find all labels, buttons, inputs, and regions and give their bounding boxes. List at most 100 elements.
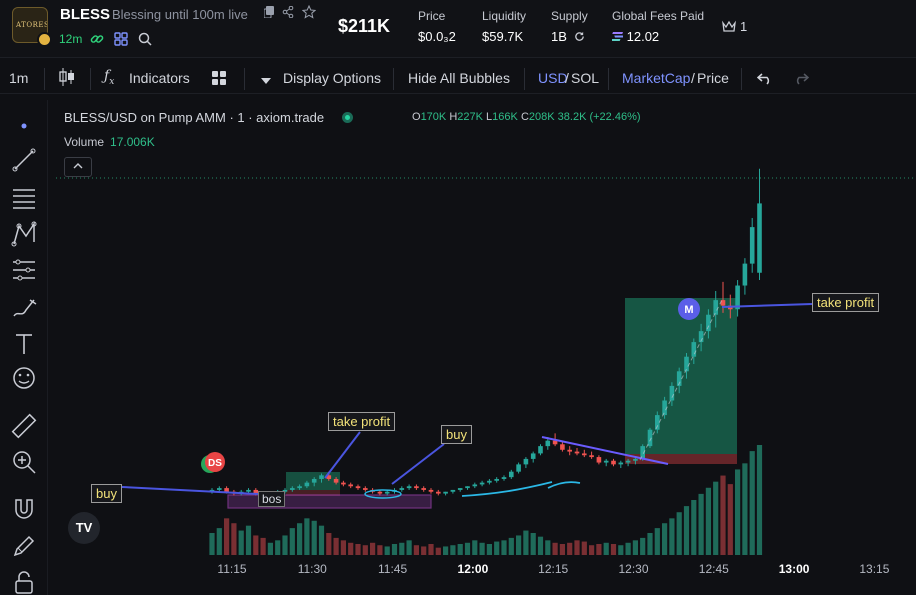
magnet-icon[interactable] <box>10 496 38 524</box>
candle-body <box>443 491 448 494</box>
close-label: C <box>520 111 529 123</box>
interval-button[interactable]: 1m <box>9 70 29 86</box>
candle-body <box>472 484 478 487</box>
price-toggle[interactable]: Price <box>697 70 729 86</box>
volume-bar <box>749 451 755 555</box>
volume-bar <box>691 500 697 555</box>
volume-bar <box>435 547 441 555</box>
candle-body <box>633 458 638 461</box>
copy-icon[interactable] <box>263 6 274 21</box>
volume-label: Volume <box>64 135 105 149</box>
volume-bar <box>523 530 529 555</box>
zoom-in-icon[interactable] <box>10 448 38 476</box>
token-logo[interactable]: ATORES <box>12 7 48 43</box>
dropdown-caret-icon[interactable] <box>260 72 272 88</box>
emoji-icon[interactable] <box>10 364 38 392</box>
token-name: Blessing until 100m live <box>112 7 248 22</box>
lock-icon[interactable] <box>10 568 38 595</box>
candle-body <box>516 464 521 472</box>
candle-body <box>582 453 587 456</box>
take-profit-label-2[interactable]: take profit <box>812 293 880 312</box>
volume-bar <box>676 512 682 555</box>
x-axis-tick-label: 13:15 <box>859 562 889 576</box>
volume-bar <box>443 546 449 555</box>
refresh-icon[interactable] <box>574 31 585 42</box>
star-icon[interactable] <box>301 4 317 22</box>
ds-marker-icon[interactable] <box>205 452 225 472</box>
candle-body <box>421 488 426 490</box>
ruler-icon[interactable] <box>10 412 38 440</box>
drawn-arrow-head <box>547 481 581 489</box>
candle-body <box>399 488 405 490</box>
x-axis-tick-label: 11:30 <box>298 562 327 576</box>
ds-marker-shadow <box>201 455 219 473</box>
display-options-button[interactable]: Display Options <box>283 70 382 86</box>
marker-m-icon[interactable] <box>678 298 700 320</box>
candles-icon[interactable] <box>58 67 76 90</box>
open-value: 170K <box>420 111 447 123</box>
grid-apps-icon[interactable] <box>114 32 128 49</box>
layout-grid-icon[interactable] <box>211 70 227 89</box>
candle-body <box>304 482 310 487</box>
hide-bubbles-button[interactable]: Hide All Bubbles <box>408 70 510 86</box>
indicators-button[interactable]: Indicators <box>129 70 190 86</box>
trend-line-icon[interactable] <box>10 146 38 174</box>
candle-body <box>669 385 675 401</box>
toolbar-divider <box>524 68 525 90</box>
take-profit-label-1[interactable]: take profit <box>328 412 396 431</box>
usd-toggle[interactable]: USD <box>538 70 568 86</box>
volume-bar <box>662 523 668 555</box>
volume-bar <box>735 469 741 555</box>
crown-icon[interactable] <box>722 20 736 35</box>
cursor-dot-icon[interactable] <box>10 112 38 140</box>
collapse-legend-button[interactable] <box>64 157 92 177</box>
candle-body <box>574 451 580 454</box>
x-axis-tick-label: 12:30 <box>618 562 648 576</box>
volume-bar <box>260 537 266 555</box>
redo-icon[interactable] <box>793 71 810 88</box>
circle-marker <box>364 489 402 499</box>
pencil-lock-icon[interactable] <box>10 532 38 560</box>
volume-bar <box>610 544 617 555</box>
horizontal-lines-icon[interactable] <box>10 184 38 212</box>
candle-body <box>487 480 492 483</box>
stat-label: Price <box>418 9 446 23</box>
candle-body <box>363 488 368 490</box>
volume-value: 17.006K <box>110 135 155 149</box>
stat-global-fees: Global Fees Paid 12.02 <box>609 9 704 44</box>
brush-icon[interactable] <box>10 294 38 322</box>
candle-body <box>545 440 551 447</box>
x-axis-tick-label: 11:45 <box>378 562 407 576</box>
candle-body <box>348 484 353 487</box>
volume-bar <box>742 463 748 555</box>
buy-label-2[interactable]: buy <box>441 425 472 444</box>
x-axis: 11:15 11:30 11:45 12:00 12:15 12:30 12:45 13:00… <box>217 562 889 576</box>
indicators-icon[interactable]: ƒx <box>104 68 115 87</box>
marketcap-toggle[interactable]: MarketCap <box>622 70 691 86</box>
buy-line-1 <box>121 486 259 495</box>
link-icon[interactable] <box>90 32 104 49</box>
tradingview-logo-icon[interactable]: TV <box>68 512 100 544</box>
low-value: 166K <box>492 111 518 123</box>
holders-count: 1 <box>740 19 748 34</box>
toolbar-divider <box>741 68 742 90</box>
sol-toggle[interactable]: SOL <box>571 70 600 86</box>
token-logo-text: ATORES <box>16 21 48 29</box>
candle-body <box>603 460 609 463</box>
volume-bar <box>391 544 398 555</box>
text-tool-icon[interactable] <box>10 330 38 358</box>
candle-body <box>377 491 383 494</box>
share-icon[interactable] <box>282 5 294 21</box>
fib-levels-icon[interactable] <box>10 256 38 284</box>
bos-label[interactable]: bos <box>258 491 286 507</box>
volume-bar <box>216 528 222 555</box>
chart-toolbar: 1m ƒx Indicators Display Options Hide Al… <box>0 62 916 94</box>
small-position-loss-zone <box>286 490 340 496</box>
search-icon[interactable] <box>138 32 152 49</box>
candle-body <box>713 300 718 315</box>
stat-value: $59.7K <box>482 29 524 44</box>
undo-icon[interactable] <box>756 71 773 88</box>
candle-body <box>757 203 762 273</box>
buy-label-1[interactable]: buy <box>91 484 122 503</box>
pattern-icon[interactable] <box>10 220 38 248</box>
